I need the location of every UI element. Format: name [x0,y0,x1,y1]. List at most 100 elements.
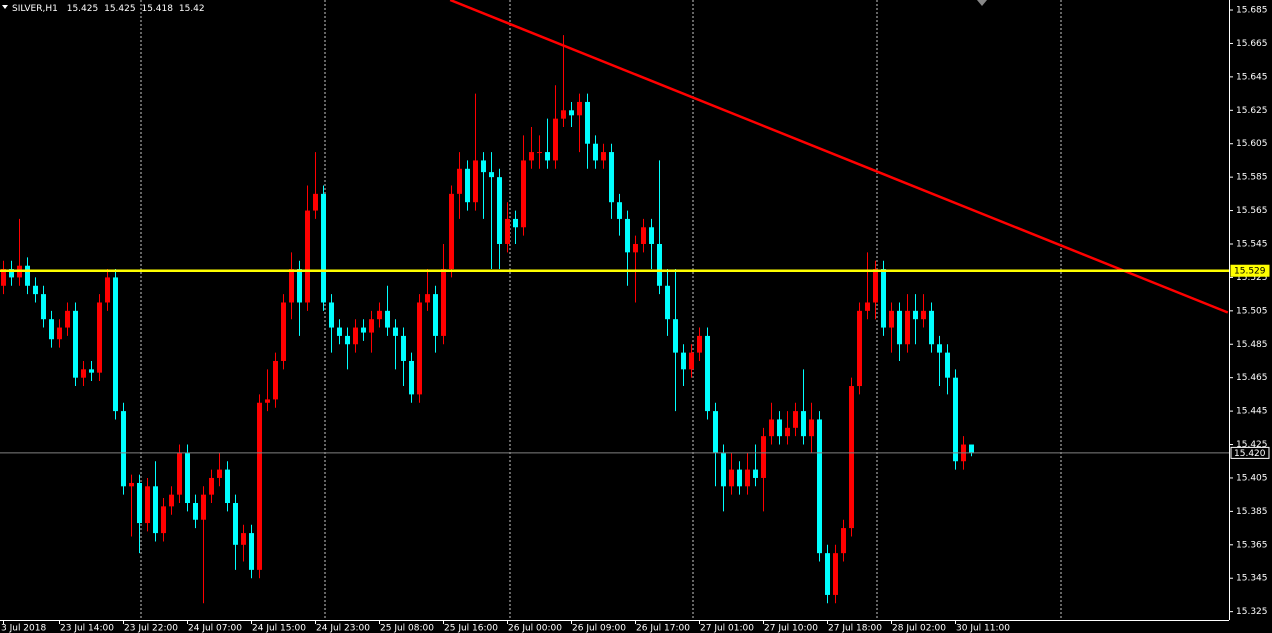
candle-body [529,152,534,161]
candle-body [833,553,838,595]
price-label-box [1230,446,1270,459]
price-label: 15.529 [1234,267,1266,277]
candle-body [457,168,462,194]
candle-body [705,335,710,412]
candle-body [849,386,854,529]
candle-body [449,193,454,270]
candle-body [169,494,174,507]
candle-body [313,193,318,211]
candle-body [873,269,878,303]
candle-body [801,411,806,437]
y-tick-label: 15.605 [1236,139,1268,149]
candle-body [409,360,414,395]
candle-body [953,377,958,462]
candle-body [89,369,94,373]
price-label: 15.420 [1234,449,1266,459]
candle-body [489,172,494,178]
candle-body [625,218,630,253]
candle-body [321,193,326,303]
candle-body [681,352,686,370]
candle-body [265,399,270,403]
x-tick-label: 27 Jul 10:00 [764,624,818,633]
shift-marker [977,0,987,6]
candle-body [113,277,118,412]
y-tick-label: 15.405 [1236,473,1268,483]
candle-body [929,310,934,345]
candle-body [161,506,166,534]
plot-area [0,0,1229,604]
candle-body [25,265,30,286]
y-tick-label: 15.685 [1236,6,1268,16]
candle-body [865,302,870,311]
candle-body [921,310,926,320]
candle-body [721,452,726,487]
candle-body [769,419,774,437]
candle-body [417,302,422,395]
y-tick-label: 15.525 [1236,273,1268,283]
candle-body [49,319,54,340]
candle-body [729,469,734,487]
candle-body [745,469,750,487]
candle-body [841,528,846,554]
header-low: 15.418 [141,4,173,14]
candle-body [657,243,662,286]
candle-body [385,310,390,328]
y-tick-label: 15.665 [1236,39,1268,49]
y-tick-label: 15.345 [1236,574,1268,584]
candle-body [193,503,198,520]
candle-body [353,327,358,345]
candle-body [33,285,38,295]
candle-body [945,352,950,378]
candle-body [41,294,46,320]
candle-body [329,302,334,328]
candle-body [697,335,702,353]
price-label-box [1230,264,1270,277]
x-tick-label: 26 Jul 17:00 [636,624,690,633]
candle-body [105,277,110,303]
candle-body [153,486,158,534]
x-tick-label: 25 Jul 16:00 [444,624,498,633]
candle-body [561,110,566,119]
candle-body [9,269,14,278]
candle-body [289,269,294,303]
candle-body [825,553,830,595]
candle-body [361,327,366,333]
candle-body [817,419,822,554]
candle-body [137,482,142,524]
candle-body [609,152,614,203]
candle-body [617,202,622,219]
y-tick-label: 15.625 [1236,106,1268,116]
x-tick-label: 23 Jul 14:00 [60,624,114,633]
candle-body [57,327,62,340]
candle-body [129,482,134,487]
candle-body [217,469,222,478]
y-tick-label: 15.545 [1236,239,1268,249]
menu-arrow[interactable] [2,5,8,9]
x-tick-label: 26 Jul 00:00 [508,624,562,633]
x-tick-label: 3 Jul 2018 [1,624,46,633]
candle-body [689,352,694,370]
candle-body [401,335,406,361]
candle-body [553,118,558,161]
candle-body [537,152,542,154]
y-tick-label: 15.385 [1236,507,1268,517]
y-tick-label: 15.645 [1236,72,1268,82]
candle-body [753,469,758,478]
candle-body [633,243,638,253]
candle-body [185,452,190,504]
y-tick-label: 15.465 [1236,373,1268,383]
candle-body [201,494,206,520]
x-tick-label: 24 Jul 23:00 [316,624,370,633]
symbol: SILVER,H1 [12,4,58,14]
candle-body [393,327,398,336]
candle-body [737,469,742,487]
candle-body [513,218,518,228]
candle-body [593,143,598,161]
candle-body [369,319,374,333]
x-tick-label: 27 Jul 18:00 [828,624,882,633]
candle-body [937,344,942,353]
candle-body [897,310,902,345]
candle-body [425,294,430,303]
candle-body [225,469,230,504]
candle-body [497,177,502,244]
